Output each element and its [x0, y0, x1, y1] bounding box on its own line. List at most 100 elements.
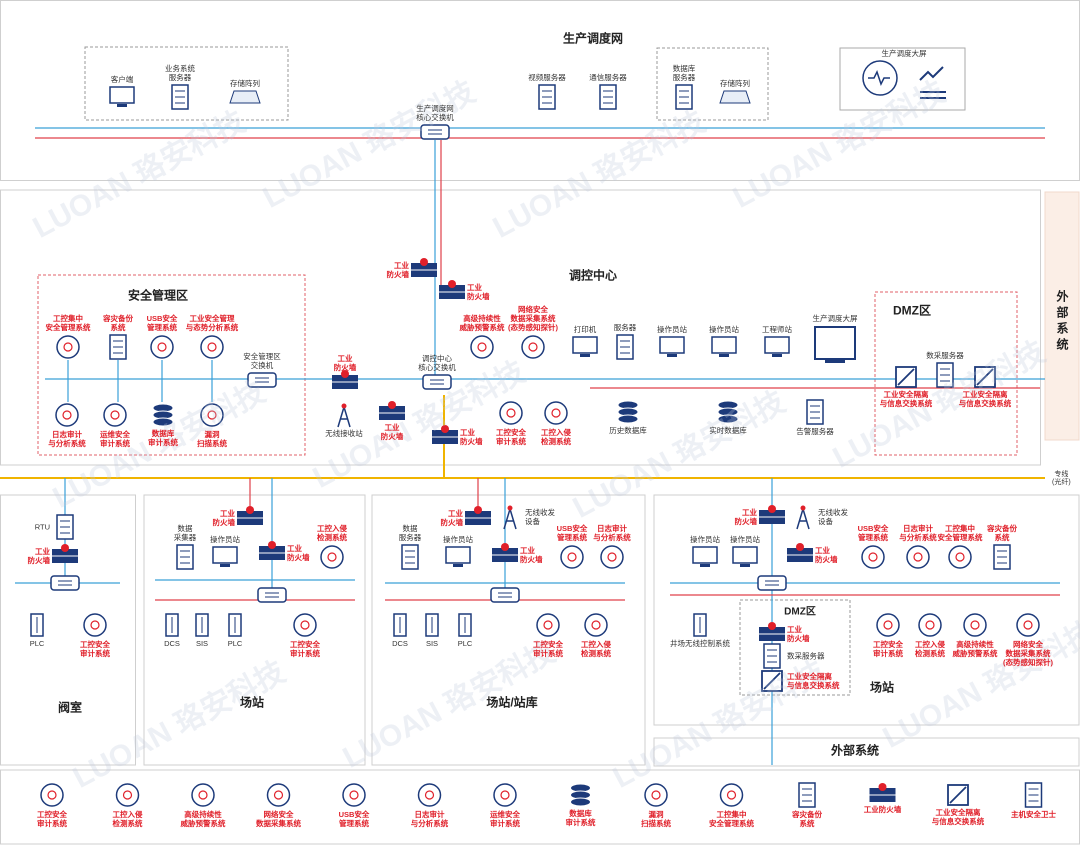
node-label: 工业 防火墙 — [212, 509, 236, 527]
monitor-stand — [772, 354, 782, 357]
zone-title: 场站/站库 — [486, 695, 538, 710]
node-label: 工控安全 审计系统 — [290, 640, 320, 658]
zone-title: 安全管理区 — [127, 288, 189, 303]
icon — [993, 544, 1011, 570]
node-label: 操作员站 — [443, 535, 473, 544]
security-icon — [963, 613, 987, 637]
node-label: 操作员站 — [210, 535, 240, 544]
security-icon — [40, 783, 64, 807]
icon — [719, 90, 751, 104]
node-label: 工程师站 — [762, 325, 792, 334]
flame — [878, 783, 887, 791]
antenna-top — [800, 505, 806, 511]
security-icon — [584, 613, 608, 637]
flame — [246, 506, 254, 514]
zone-external — [1044, 191, 1080, 441]
node-label: 数采服务器 — [787, 651, 825, 661]
icon — [692, 546, 718, 567]
security-icon-core — [47, 790, 57, 800]
isolation-diag — [897, 368, 915, 386]
security-icon — [342, 783, 366, 807]
icon — [814, 326, 856, 363]
node-label: 高级持续性 威胁预警系统 — [180, 810, 226, 828]
security-icon — [493, 783, 517, 807]
db-icon — [570, 797, 591, 807]
icon — [759, 622, 785, 641]
security-icon — [56, 335, 80, 359]
dotted-box — [84, 46, 289, 121]
icon — [787, 543, 813, 562]
node-label: 工业安全隔离 与信息交换系统 — [958, 390, 1012, 408]
zone-title: 生产调度网 — [562, 31, 624, 46]
node-label: 实时数据库 — [709, 426, 747, 435]
monitor-stand — [220, 564, 230, 567]
security-icon-core — [300, 620, 310, 630]
monitor-stand — [117, 104, 127, 107]
security-icon-core — [883, 620, 893, 630]
monitor-icon — [572, 336, 598, 354]
watermark: LUOAN 珞安科技 — [827, 335, 1051, 475]
zone-external-bottom — [653, 737, 1080, 767]
icon — [422, 374, 452, 390]
zone-site-0 — [0, 494, 136, 766]
monitor-icon — [659, 336, 685, 354]
icon — [493, 783, 517, 807]
node-label: 工业 防火墙 — [734, 508, 758, 526]
dmz-box — [874, 291, 1018, 456]
db-icon — [717, 414, 739, 424]
node-label: 存储阵列 — [720, 79, 750, 88]
switch-arrows — [58, 580, 72, 586]
zone-title: 调控中心 — [568, 268, 618, 283]
screen-stand — [825, 360, 845, 363]
node-label: 工业安全隔离 与信息交换系统 — [879, 390, 933, 408]
icon — [332, 370, 358, 389]
security-icon-core — [868, 552, 878, 562]
node-label: 工控安全 审计系统 — [873, 640, 903, 658]
watermark: LUOAN 珞安科技 — [567, 385, 791, 525]
icon — [869, 783, 896, 802]
icon — [1016, 613, 1040, 637]
switch-icon — [420, 124, 450, 140]
node-label: 工控集中 安全管理系统 — [45, 314, 91, 332]
icon — [806, 399, 824, 425]
security-icon-core — [424, 790, 435, 800]
icon — [200, 335, 224, 359]
security-icon — [293, 613, 317, 637]
security-icon-core — [591, 620, 601, 630]
node-label: 工控安全 审计系统 — [496, 428, 526, 446]
icon — [936, 362, 954, 388]
security-icon-core — [913, 552, 923, 562]
monitor-stand — [667, 354, 677, 357]
icon — [538, 84, 556, 110]
zone-title: 阀室 — [57, 700, 83, 715]
storage-icon — [719, 90, 751, 104]
icon — [50, 575, 80, 591]
icon — [499, 401, 523, 425]
flame — [341, 370, 349, 378]
screen-icon — [814, 326, 856, 360]
watermark: LUOAN 珞安科技 — [877, 615, 1080, 755]
zone-title: DMZ区 — [893, 303, 931, 318]
node-label: 生产调度大屏 — [881, 49, 927, 58]
node-label: 工业 防火墙 — [27, 547, 51, 565]
node-label: 数据库 服务器 — [672, 64, 696, 82]
icon — [600, 545, 624, 569]
switch-arrows — [498, 592, 512, 598]
switch-icon — [257, 587, 287, 603]
icon — [445, 546, 471, 567]
flame — [420, 258, 428, 266]
node-label: DCS — [164, 639, 180, 648]
icon — [247, 372, 277, 388]
monitor-icon — [764, 336, 790, 354]
node-label: 工业 防火墙 — [287, 544, 310, 562]
monitor-icon — [212, 546, 238, 564]
icon — [115, 783, 140, 807]
security-icon — [200, 403, 224, 427]
icon — [420, 124, 450, 140]
icon — [616, 334, 634, 360]
node-label: 运维安全 审计系统 — [490, 810, 520, 828]
icon — [425, 613, 439, 637]
node-label: 工控安全 审计系统 — [533, 640, 563, 658]
db-icon — [152, 417, 174, 427]
